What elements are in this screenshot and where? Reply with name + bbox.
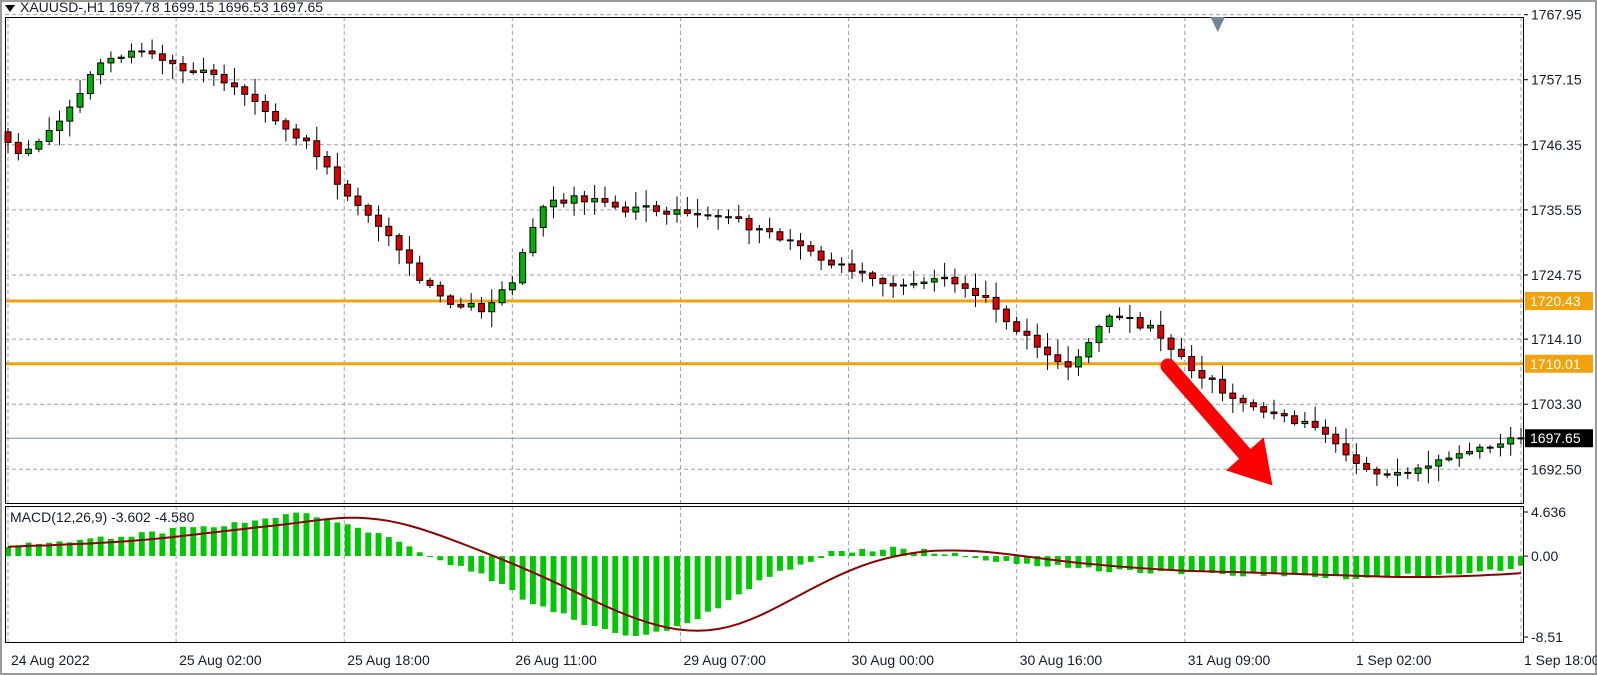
- svg-text:31 Aug 09:00: 31 Aug 09:00: [1188, 652, 1271, 668]
- svg-text:1710.01: 1710.01: [1530, 356, 1581, 372]
- svg-text:1735.55: 1735.55: [1531, 202, 1582, 218]
- svg-text:1 Sep 18:00: 1 Sep 18:00: [1524, 652, 1597, 668]
- svg-text:MACD(12,26,9) -3.602 -4.580: MACD(12,26,9) -3.602 -4.580: [10, 509, 195, 525]
- svg-text:25 Aug 18:00: 25 Aug 18:00: [347, 652, 430, 668]
- svg-text:1720.43: 1720.43: [1530, 293, 1581, 309]
- svg-text:1 Sep 02:00: 1 Sep 02:00: [1356, 652, 1432, 668]
- svg-text:1714.10: 1714.10: [1531, 331, 1582, 347]
- svg-text:4.636: 4.636: [1531, 504, 1566, 520]
- svg-text:1767.95: 1767.95: [1531, 7, 1582, 23]
- svg-text:1703.30: 1703.30: [1531, 396, 1582, 412]
- svg-text:24 Aug 2022: 24 Aug 2022: [11, 652, 90, 668]
- svg-text:1746.35: 1746.35: [1531, 137, 1582, 153]
- svg-text:0.00: 0.00: [1531, 548, 1558, 564]
- svg-text:26 Aug 11:00: 26 Aug 11:00: [515, 652, 597, 668]
- svg-text:25 Aug 02:00: 25 Aug 02:00: [179, 652, 262, 668]
- svg-text:1697.65: 1697.65: [1530, 430, 1581, 446]
- svg-text:1757.15: 1757.15: [1531, 72, 1582, 88]
- svg-text:-8.51: -8.51: [1531, 629, 1563, 645]
- svg-text:1724.75: 1724.75: [1531, 267, 1582, 283]
- svg-text:1697.78 1699.15 1696.53 1697.6: 1697.78 1699.15 1696.53 1697.65: [109, 0, 323, 15]
- svg-text:29 Aug 07:00: 29 Aug 07:00: [683, 652, 766, 668]
- svg-text:XAUUSD-,H1: XAUUSD-,H1: [20, 0, 105, 15]
- svg-text:30 Aug 00:00: 30 Aug 00:00: [852, 652, 935, 668]
- svg-text:1692.50: 1692.50: [1531, 461, 1582, 477]
- svg-text:30 Aug 16:00: 30 Aug 16:00: [1020, 652, 1103, 668]
